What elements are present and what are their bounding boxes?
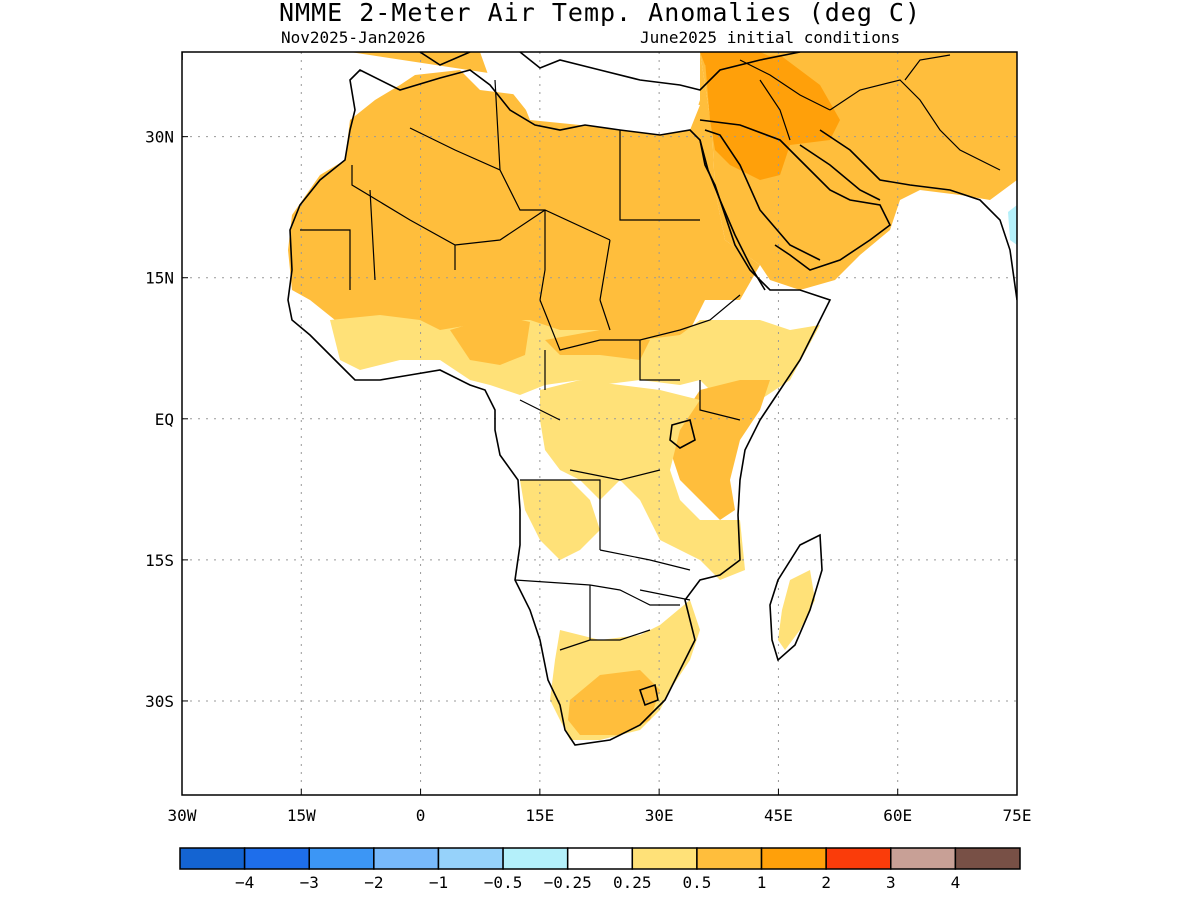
colorbar-label: 3	[886, 873, 896, 892]
shade-angola-yellow	[520, 480, 600, 560]
colorbar: −4 −3 −2 −1 −0.5 −0.25 0.25 0.5 1 2 3 4	[179, 847, 1021, 892]
shade-sahel-1b	[545, 330, 650, 360]
map-title: NMME 2-Meter Air Temp. Anomalies (deg C)	[278, 0, 922, 27]
lake-victoria	[669, 419, 696, 449]
forecast-period: Nov2025-Jan2026	[281, 28, 426, 47]
initial-conditions: June2025 initial conditions	[640, 28, 901, 47]
lon-tick-label: 15E	[525, 806, 554, 825]
shade-med-white	[480, 52, 700, 130]
shade-middle-east-2	[705, 55, 840, 180]
colorbar-label: 0.5	[682, 873, 711, 892]
shade-east-africa-1	[670, 380, 770, 520]
colorbar-label: 1	[757, 873, 767, 892]
red-sea-coast	[699, 129, 821, 291]
coastlines	[182, 52, 1017, 746]
colorbar-label: 0.25	[613, 873, 652, 892]
lat-tick-label: 15N	[145, 269, 174, 288]
colorbar-swatch	[566, 847, 634, 870]
borders-middle-east	[739, 54, 1001, 171]
colorbar-swatch	[243, 847, 310, 870]
colorbar-label: −0.25	[544, 873, 592, 892]
map-frame	[181, 51, 1018, 796]
shade-sahel-1	[450, 315, 530, 365]
lat-tick-label: EQ	[155, 410, 174, 429]
colorbar-swatch	[308, 847, 375, 870]
colorbar-swatch	[760, 847, 827, 870]
lesotho	[638, 683, 659, 707]
colorbar-label: −4	[235, 873, 254, 892]
lon-tick-label: 0	[416, 806, 426, 825]
shade-central-yellow	[540, 380, 745, 580]
borders-south	[514, 579, 680, 651]
country-borders	[300, 54, 1001, 651]
lat-tick-label: 30S	[145, 692, 174, 711]
lon-tick-label: 30E	[645, 806, 674, 825]
lat-tick-label: 15S	[145, 551, 174, 570]
colorbar-swatch	[890, 847, 957, 870]
shade-madagascar	[778, 570, 815, 650]
shade-blue-patch	[1008, 205, 1017, 245]
colorbar-swatch	[373, 847, 440, 870]
mediterranean-north	[182, 52, 801, 91]
persian-gulf-coast	[799, 129, 1017, 301]
lat-tick-label: 30N	[145, 128, 174, 147]
colorbar-label: 4	[951, 873, 961, 892]
colorbar-label: −2	[364, 873, 383, 892]
madagascar-coast	[769, 533, 823, 662]
lon-tick-label: 75E	[1003, 806, 1032, 825]
borders-central	[519, 294, 741, 601]
colorbar-label: −3	[300, 873, 319, 892]
lon-tick-label: 45E	[764, 806, 793, 825]
colorbar-label: 2	[821, 873, 831, 892]
lon-tick-label: 15W	[287, 806, 316, 825]
colorbar-label: −0.5	[484, 873, 523, 892]
borders-north	[300, 79, 700, 301]
shade-sahel-yellow	[330, 315, 820, 420]
colorbar-swatch	[825, 847, 892, 870]
lat-lon-grid	[182, 52, 1017, 795]
shade-south-africa-1	[568, 670, 660, 735]
shade-north-africa-1	[288, 52, 760, 350]
arabia-coast	[699, 119, 892, 271]
colorbar-swatch	[631, 847, 698, 870]
longitude-labels: 30W 15W 0 15E 30E 45E 60E 75E	[168, 789, 1032, 825]
lon-tick-label: 60E	[883, 806, 912, 825]
colorbar-swatch	[954, 847, 1021, 870]
lon-tick-label: 30W	[168, 806, 197, 825]
africa-coastline	[287, 69, 832, 746]
colorbar-label: −1	[429, 873, 448, 892]
colorbar-swatch	[696, 847, 763, 870]
colorbar-swatch	[502, 847, 569, 870]
colorbar-swatch	[179, 847, 246, 870]
colorbar-swatch	[437, 847, 504, 870]
latitude-labels: 30N 15N EQ 15S 30S	[145, 128, 188, 711]
anomaly-shading	[288, 52, 1017, 740]
